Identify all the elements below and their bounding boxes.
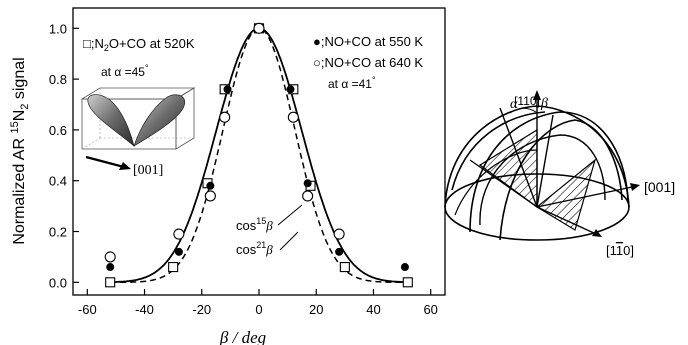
x-tick-label: 60: [423, 302, 437, 317]
marker-open-square: [105, 277, 116, 288]
chart: -60 -40 -20 0 20 40 60 0.0 0.2 0.4 0.6 0.8 1.0 β / …: [9, 7, 446, 345]
y-tick-label: 1.0: [49, 21, 67, 36]
y-tick-label: 0.6: [49, 123, 67, 138]
label-001: [001]: [644, 179, 675, 195]
annotation-alpha-41: at α =41°: [328, 75, 376, 91]
marker-open-circle: [219, 111, 231, 123]
y-tick-label: 0.2: [49, 225, 67, 240]
marker-filled-circle: [223, 85, 232, 94]
hatched-plane-right: [535, 158, 597, 231]
plot-frame: [72, 7, 446, 296]
crystal-diagram: [110] [001] [110] α β: [444, 90, 675, 258]
annotation-alpha-45: at α =45°: [101, 63, 149, 79]
marker-filled-circle: [286, 85, 295, 94]
x-tick-label: 0: [255, 302, 262, 317]
x-tick-label: -60: [78, 302, 97, 317]
marker-open-circle: [333, 228, 345, 240]
y-tick-label: 0.4: [49, 174, 67, 189]
marker-filled-circle: [303, 179, 312, 188]
hatched-plane-left: [478, 128, 538, 209]
inset-direction-label: [001]: [133, 163, 163, 178]
curve-cos21: [110, 27, 408, 284]
x-tick-label: 40: [366, 302, 380, 317]
marker-open-circle: [253, 22, 265, 34]
x-tick-label: 20: [309, 302, 323, 317]
marker-open-circle: [173, 228, 185, 240]
marker-filled-circle: [335, 247, 344, 256]
label-beta: β: [540, 96, 548, 111]
y-axis-label: Normalized AR 15N2 signal: [9, 57, 31, 244]
marker-open-square: [402, 277, 413, 288]
label-cos21: cos21β: [236, 240, 273, 257]
x-tick-label: -40: [135, 302, 154, 317]
marker-filled-circle: [174, 247, 183, 256]
legend-no-co-550k: ●;NO+CO at 550 K: [313, 34, 423, 49]
marker-open-circle: [204, 190, 216, 202]
marker-open-circle: [302, 190, 314, 202]
marker-filled-circle: [206, 181, 215, 190]
y-ticks: 0.0 0.2 0.4 0.6 0.8 1.0: [49, 21, 79, 290]
inset-lobe-illustration: [001]: [80, 87, 196, 178]
label-cos15: cos15β: [236, 216, 273, 233]
x-axis-label: β / deg: [219, 328, 266, 345]
label-1bar10: [110]: [606, 243, 634, 258]
marker-open-circle: [104, 251, 116, 263]
x-tick-label: -20: [192, 302, 211, 317]
series-markers: [104, 22, 413, 288]
marker-filled-circle: [400, 263, 409, 272]
pointer-cos15: [277, 204, 303, 226]
legend-no-co-640k: ○;NO+CO at 640 K: [313, 55, 423, 70]
legend-n2o-co-520k: □;N2O+CO at 520K: [83, 36, 195, 53]
marker-open-circle: [287, 111, 299, 123]
y-tick-label: 0.8: [49, 72, 67, 87]
marker-open-square: [168, 262, 179, 273]
marker-open-square: [339, 262, 350, 273]
label-alpha: α: [510, 97, 518, 112]
x-ticks: -60 -40 -20 0 20 40 60: [78, 289, 438, 317]
marker-filled-circle: [106, 263, 115, 272]
pointer-cos21: [279, 231, 299, 251]
y-tick-label: 0.0: [49, 275, 67, 290]
label-110: [110]: [514, 94, 540, 108]
